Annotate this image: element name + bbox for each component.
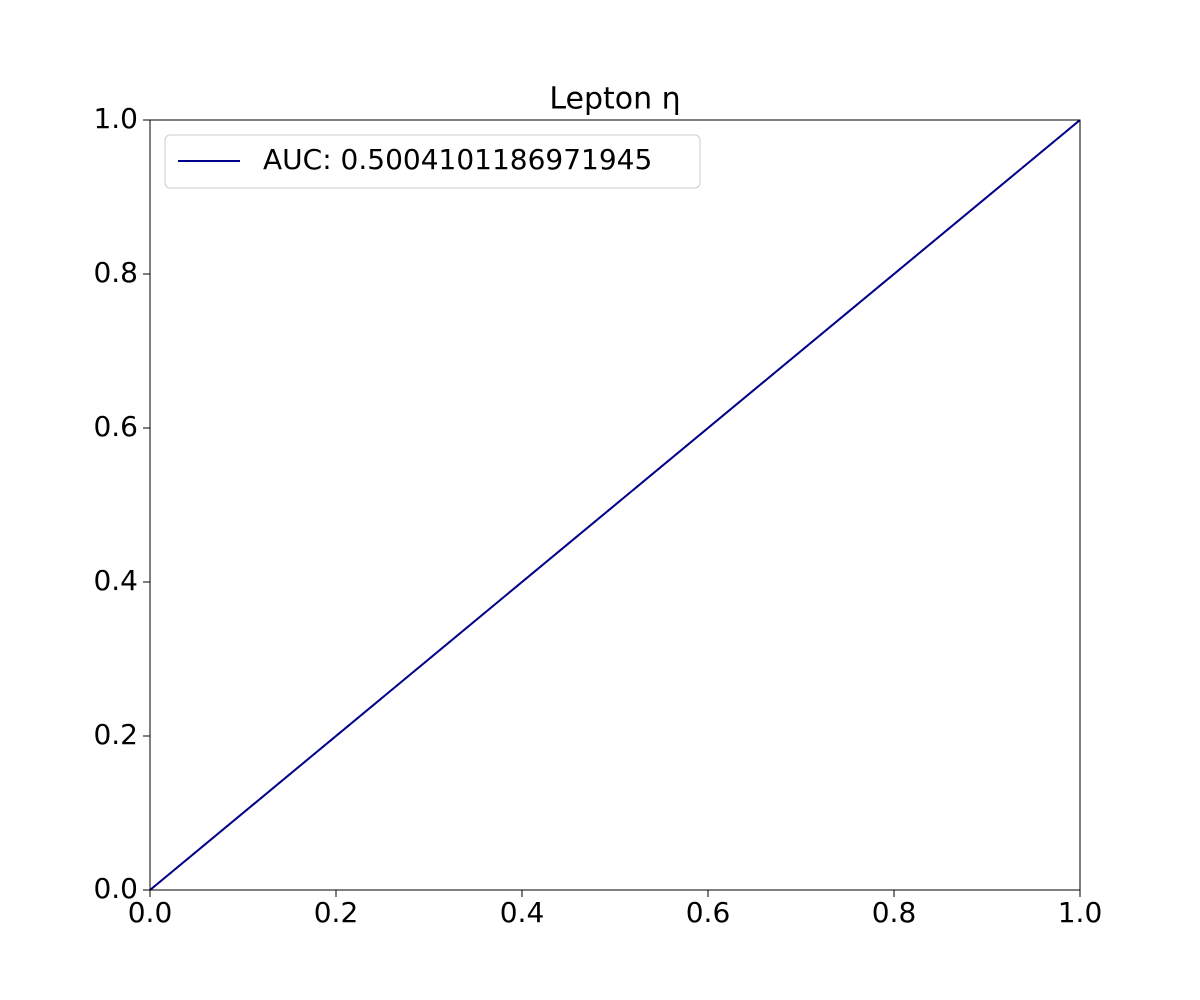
legend-label: AUC: 0.5004101186971945 <box>263 143 652 176</box>
y-tick-label: 0.8 <box>93 256 138 289</box>
plot-frame <box>149 119 1081 891</box>
y-tick-label: 0.2 <box>93 718 138 751</box>
x-tick-label: 0.2 <box>314 896 359 929</box>
x-tick-label: 0.0 <box>128 896 173 929</box>
y-tick-label: 0.4 <box>93 564 138 597</box>
series-line <box>149 119 1081 891</box>
chart-title: Lepton η <box>549 82 680 117</box>
y-tick-label: 1.0 <box>93 102 138 135</box>
x-tick-label: 1.0 <box>1058 896 1103 929</box>
y-tick-label: 0.0 <box>93 872 138 905</box>
legend-box <box>164 134 701 189</box>
x-tick-label: 0.4 <box>500 896 545 929</box>
x-tick-label: 0.6 <box>686 896 731 929</box>
x-tick-label: 0.8 <box>872 896 917 929</box>
y-tick-label: 0.6 <box>93 410 138 443</box>
